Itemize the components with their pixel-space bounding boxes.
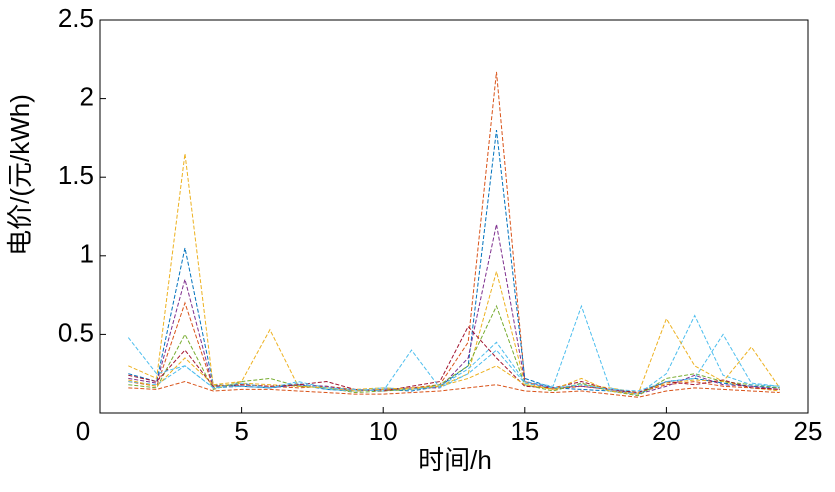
price-line <box>128 224 780 395</box>
price-line <box>128 71 780 394</box>
price-line <box>128 325 780 394</box>
y-tick-label: 2.5 <box>58 3 94 33</box>
y-tick-label: 2 <box>80 81 94 111</box>
price-line <box>128 129 780 395</box>
plot-frame <box>99 19 809 414</box>
x-tick-label: 5 <box>234 416 248 446</box>
y-tick-label: 1 <box>80 239 94 269</box>
y-axis-label: 电价/(元/kWh) <box>5 94 35 256</box>
x-tick-label: 20 <box>652 416 681 446</box>
y-tick-label: 1.5 <box>58 160 94 190</box>
x-tick-label: 25 <box>794 416 823 446</box>
x-tick-label: 15 <box>510 416 539 446</box>
price-line <box>127 333 780 392</box>
price-line <box>128 153 780 394</box>
y-tick-label: 0.5 <box>58 317 94 347</box>
price-line <box>128 317 781 395</box>
price-line <box>128 381 780 398</box>
price-line <box>128 304 780 397</box>
x-tick-label: 0 <box>76 416 90 446</box>
x-tick-label: 10 <box>369 416 398 446</box>
price-line <box>128 304 780 395</box>
x-axis-label: 时间/h <box>418 445 492 475</box>
